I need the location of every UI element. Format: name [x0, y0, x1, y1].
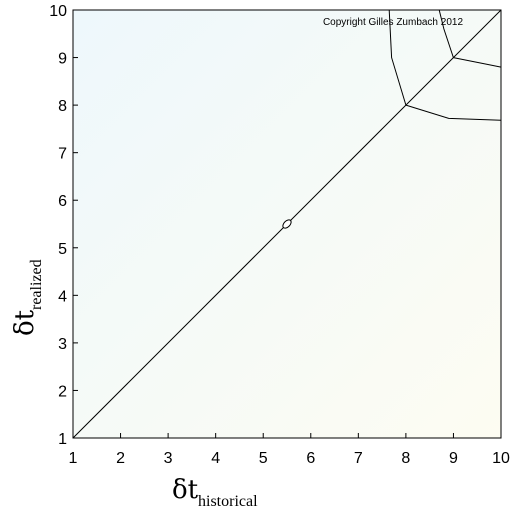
- series-line-3: [405, 104, 502, 121]
- series-line-2: [388, 9, 407, 106]
- x-tick-label: 5: [259, 450, 268, 467]
- x-tick-label: 7: [354, 450, 363, 467]
- svg-text:historical: historical: [198, 493, 258, 510]
- x-tick-label: 4: [211, 450, 220, 467]
- svg-text:δt: δt: [10, 309, 40, 336]
- y-tick-label: 5: [58, 241, 67, 258]
- series-line-5: [453, 57, 502, 68]
- x-axis-title: δt historical: [172, 475, 258, 510]
- y-tick-label: 6: [58, 193, 67, 210]
- svg-text:realized: realized: [28, 259, 45, 310]
- y-tick-label: 1: [58, 431, 67, 448]
- y-tick-label: 9: [58, 51, 67, 68]
- x-tick-label: 6: [306, 450, 315, 467]
- x-tick-label: 9: [449, 450, 458, 467]
- series-line-4: [438, 9, 454, 58]
- y-tick-label: 7: [58, 146, 67, 163]
- svg-text:δt: δt: [172, 475, 199, 505]
- copyright-annotation: Copyright Gilles Zumbach 2012: [323, 17, 464, 28]
- marker-1: [282, 219, 292, 229]
- x-tick-label: 1: [69, 450, 78, 467]
- x-tick-label: 2: [116, 450, 125, 467]
- y-axis-title: δt realized: [10, 259, 45, 336]
- y-tick-label: 10: [49, 3, 67, 20]
- x-tick-label: 8: [401, 450, 410, 467]
- y-tick-label: 4: [58, 288, 67, 305]
- x-tick-label: 10: [492, 450, 510, 467]
- y-tick-label: 8: [58, 98, 67, 115]
- y-tick-label: 2: [58, 383, 67, 400]
- plot-frame: [72, 9, 502, 439]
- x-tick-label: 3: [164, 450, 173, 467]
- y-tick-label: 3: [58, 336, 67, 353]
